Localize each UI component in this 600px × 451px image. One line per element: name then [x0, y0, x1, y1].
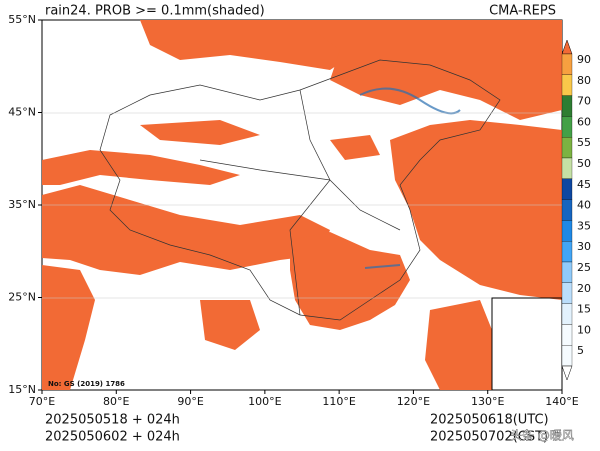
colorbar-bin	[561, 282, 573, 304]
borders	[99, 59, 501, 321]
colorbar-bin	[561, 324, 573, 346]
colorbar-bin	[561, 157, 573, 179]
lat-label: 45°N	[8, 106, 36, 119]
colorbar-label: 20	[577, 282, 591, 295]
colorbar-bin	[561, 74, 573, 96]
colorbar-bin	[561, 220, 573, 242]
colorbar-bin	[561, 178, 573, 200]
lon-label: 80°E	[103, 395, 129, 408]
lon-label: 130°E	[471, 395, 504, 408]
rain-areas	[42, 20, 562, 390]
valid-time: 2025050702(CST)	[430, 430, 548, 445]
init-time: 2025050518 + 024h	[45, 413, 180, 428]
colorbar-bin	[561, 199, 573, 221]
title: rain24. PROB >= 0.1mm(shaded)	[45, 4, 265, 19]
lat-label: 35°N	[8, 198, 36, 211]
colorbar-label: 15	[577, 303, 591, 316]
colorbar-label: 60	[577, 115, 591, 128]
source: CMA-REPS	[489, 4, 556, 19]
colorbar-label: 50	[577, 157, 591, 170]
lat-label: 15°N	[8, 383, 36, 396]
valid-time: 2025050618(UTC)	[430, 413, 549, 428]
colorbar-bin	[561, 241, 573, 263]
colorbar-bin	[561, 137, 573, 159]
colorbar-bin	[561, 345, 573, 367]
colorbar-bin	[561, 116, 573, 138]
lon-label: 90°E	[177, 395, 203, 408]
colorbar-cap	[561, 39, 573, 55]
colorbar-bin	[561, 261, 573, 283]
colorbar-label: 55	[577, 136, 591, 149]
colorbar-label: 35	[577, 219, 591, 232]
colorbar-label: 90	[577, 53, 591, 66]
map-number: No: GS (2019) 1786	[48, 380, 125, 388]
colorbar-label: 5	[577, 344, 584, 357]
lon-label: 70°E	[29, 395, 55, 408]
colorbar-label: 80	[577, 74, 591, 87]
lon-label: 110°E	[322, 395, 355, 408]
colorbar-bin	[561, 53, 573, 75]
colorbar-bin	[561, 303, 573, 325]
lon-label: 120°E	[397, 395, 430, 408]
graticule	[42, 112, 562, 299]
lat-label: 25°N	[8, 291, 36, 304]
colorbar-label: 40	[577, 199, 591, 212]
colorbar-bin	[561, 95, 573, 117]
colorbar-label: 30	[577, 240, 591, 253]
colorbar-label: 45	[577, 178, 591, 191]
lat-label: 55°N	[8, 13, 36, 26]
watermark: 头条 @暖风	[510, 429, 574, 443]
colorbar-label: 25	[577, 261, 591, 274]
lon-label: 100°E	[248, 395, 281, 408]
colorbar-cap	[561, 365, 573, 381]
init-time: 2025050602 + 024h	[45, 430, 180, 445]
colorbar-label: 70	[577, 95, 591, 108]
colorbar-label: 10	[577, 323, 591, 336]
lon-label: 140°E	[545, 395, 578, 408]
map: No: GS (2019) 1786	[41, 19, 563, 391]
